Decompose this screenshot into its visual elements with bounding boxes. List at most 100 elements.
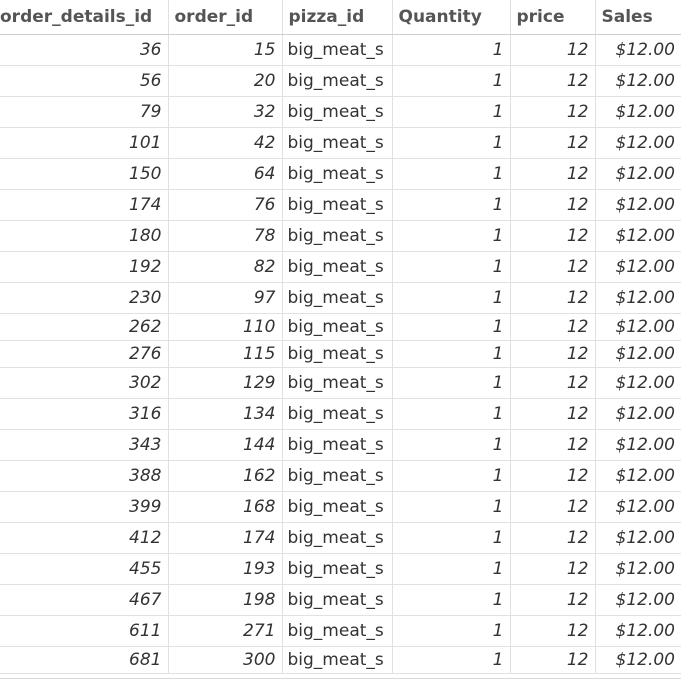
cell-price[interactable]: 12 — [510, 429, 596, 461]
cell-quantity[interactable]: 1 — [392, 646, 511, 674]
cell-sales[interactable]: $12.00 — [595, 158, 681, 190]
cell-quantity[interactable]: 1 — [392, 251, 511, 283]
cell-quantity[interactable]: 1 — [392, 65, 511, 97]
cell-quantity[interactable]: 1 — [392, 584, 511, 616]
cell-sales[interactable]: $12.00 — [595, 584, 681, 616]
cell-price[interactable]: 12 — [510, 584, 596, 616]
cell-order-details-id[interactable]: 262 — [0, 313, 169, 341]
column-header-order-details-id[interactable]: order_details_id — [0, 0, 169, 35]
cell-pizza-id[interactable]: big_meat_s — [282, 398, 393, 430]
cell-price[interactable]: 12 — [510, 282, 596, 314]
cell-order-id[interactable]: 198 — [168, 584, 283, 616]
cell-pizza-id[interactable]: big_meat_s — [282, 615, 393, 647]
cell-price[interactable]: 12 — [510, 34, 596, 66]
cell-price[interactable]: 12 — [510, 491, 596, 523]
cell-pizza-id[interactable]: big_meat_s — [282, 367, 393, 399]
column-header-quantity[interactable]: Quantity — [392, 0, 511, 35]
table-row[interactable]: 230 97 big_meat_s 1 12 $12.00 — [0, 282, 681, 314]
cell-order-details-id[interactable]: 399 — [0, 491, 169, 523]
cell-order-id[interactable]: 97 — [168, 282, 283, 314]
cell-order-details-id[interactable]: 79 — [0, 96, 169, 128]
cell-order-details-id[interactable]: 611 — [0, 615, 169, 647]
table-row[interactable]: 316 134 big_meat_s 1 12 $12.00 — [0, 398, 681, 430]
cell-price[interactable]: 12 — [510, 615, 596, 647]
cell-quantity[interactable]: 1 — [392, 615, 511, 647]
cell-order-id[interactable]: 129 — [168, 367, 283, 399]
cell-price[interactable]: 12 — [510, 553, 596, 585]
table-row[interactable]: 101 42 big_meat_s 1 12 $12.00 — [0, 127, 681, 159]
table-row[interactable]: 611 271 big_meat_s 1 12 $12.00 — [0, 615, 681, 647]
cell-quantity[interactable]: 1 — [392, 220, 511, 252]
column-header-order-id[interactable]: order_id — [168, 0, 283, 35]
cell-order-details-id[interactable]: 36 — [0, 34, 169, 66]
cell-pizza-id[interactable]: big_meat_s — [282, 646, 393, 674]
cell-sales[interactable]: $12.00 — [595, 491, 681, 523]
cell-order-details-id[interactable]: 388 — [0, 460, 169, 492]
cell-pizza-id[interactable]: big_meat_s — [282, 127, 393, 159]
cell-sales[interactable]: $12.00 — [595, 398, 681, 430]
cell-pizza-id[interactable]: big_meat_s — [282, 251, 393, 283]
column-header-pizza-id[interactable]: pizza_id — [282, 0, 393, 35]
cell-quantity[interactable]: 1 — [392, 340, 511, 368]
cell-sales[interactable]: $12.00 — [595, 553, 681, 585]
cell-pizza-id[interactable]: big_meat_s — [282, 460, 393, 492]
table-row[interactable]: 56 20 big_meat_s 1 12 $12.00 — [0, 65, 681, 97]
cell-pizza-id[interactable]: big_meat_s — [282, 96, 393, 128]
cell-pizza-id[interactable]: big_meat_s — [282, 282, 393, 314]
cell-quantity[interactable]: 1 — [392, 398, 511, 430]
table-row[interactable]: 399 168 big_meat_s 1 12 $12.00 — [0, 491, 681, 523]
table-row[interactable]: 79 32 big_meat_s 1 12 $12.00 — [0, 96, 681, 128]
cell-quantity[interactable]: 1 — [392, 429, 511, 461]
cell-order-details-id[interactable]: 467 — [0, 584, 169, 616]
cell-pizza-id[interactable]: big_meat_s — [282, 584, 393, 616]
cell-sales[interactable]: $12.00 — [595, 615, 681, 647]
cell-order-details-id[interactable]: 150 — [0, 158, 169, 190]
table-row[interactable]: 174 76 big_meat_s 1 12 $12.00 — [0, 189, 681, 221]
cell-price[interactable]: 12 — [510, 340, 596, 368]
cell-price[interactable]: 12 — [510, 251, 596, 283]
cell-pizza-id[interactable]: big_meat_s — [282, 220, 393, 252]
table-row[interactable]: 276 115 big_meat_s 1 12 $12.00 — [0, 340, 681, 368]
table-row[interactable]: 302 129 big_meat_s 1 12 $12.00 — [0, 367, 681, 399]
cell-order-id[interactable]: 174 — [168, 522, 283, 554]
cell-price[interactable]: 12 — [510, 220, 596, 252]
table-row[interactable]: 343 144 big_meat_s 1 12 $12.00 — [0, 429, 681, 461]
cell-order-id[interactable]: 168 — [168, 491, 283, 523]
cell-sales[interactable]: $12.00 — [595, 282, 681, 314]
cell-pizza-id[interactable]: big_meat_s — [282, 34, 393, 66]
cell-order-id[interactable]: 134 — [168, 398, 283, 430]
cell-order-id[interactable]: 300 — [168, 646, 283, 674]
cell-sales[interactable]: $12.00 — [595, 367, 681, 399]
cell-price[interactable]: 12 — [510, 127, 596, 159]
cell-order-id[interactable]: 144 — [168, 429, 283, 461]
table-row[interactable]: 467 198 big_meat_s 1 12 $12.00 — [0, 584, 681, 616]
cell-price[interactable]: 12 — [510, 96, 596, 128]
cell-sales[interactable]: $12.00 — [595, 340, 681, 368]
table-row[interactable]: 150 64 big_meat_s 1 12 $12.00 — [0, 158, 681, 190]
table-row[interactable]: 681 300 big_meat_s 1 12 $12.00 — [0, 646, 681, 674]
cell-price[interactable]: 12 — [510, 367, 596, 399]
cell-order-id[interactable]: 42 — [168, 127, 283, 159]
cell-order-id[interactable]: 78 — [168, 220, 283, 252]
cell-pizza-id[interactable]: big_meat_s — [282, 429, 393, 461]
cell-pizza-id[interactable]: big_meat_s — [282, 65, 393, 97]
cell-order-id[interactable]: 32 — [168, 96, 283, 128]
table-row[interactable]: 180 78 big_meat_s 1 12 $12.00 — [0, 220, 681, 252]
cell-sales[interactable]: $12.00 — [595, 646, 681, 674]
table-row[interactable]: 192 82 big_meat_s 1 12 $12.00 — [0, 251, 681, 283]
table-row[interactable]: 262 110 big_meat_s 1 12 $12.00 — [0, 313, 681, 341]
cell-order-id[interactable]: 193 — [168, 553, 283, 585]
cell-order-details-id[interactable]: 412 — [0, 522, 169, 554]
cell-pizza-id[interactable]: big_meat_s — [282, 491, 393, 523]
cell-pizza-id[interactable]: big_meat_s — [282, 340, 393, 368]
cell-order-details-id[interactable]: 316 — [0, 398, 169, 430]
cell-order-details-id[interactable]: 192 — [0, 251, 169, 283]
cell-sales[interactable]: $12.00 — [595, 429, 681, 461]
cell-quantity[interactable]: 1 — [392, 553, 511, 585]
cell-quantity[interactable]: 1 — [392, 189, 511, 221]
cell-price[interactable]: 12 — [510, 313, 596, 341]
table-row[interactable]: 36 15 big_meat_s 1 12 $12.00 — [0, 34, 681, 66]
cell-order-id[interactable]: 64 — [168, 158, 283, 190]
cell-price[interactable]: 12 — [510, 646, 596, 674]
cell-order-details-id[interactable]: 56 — [0, 65, 169, 97]
